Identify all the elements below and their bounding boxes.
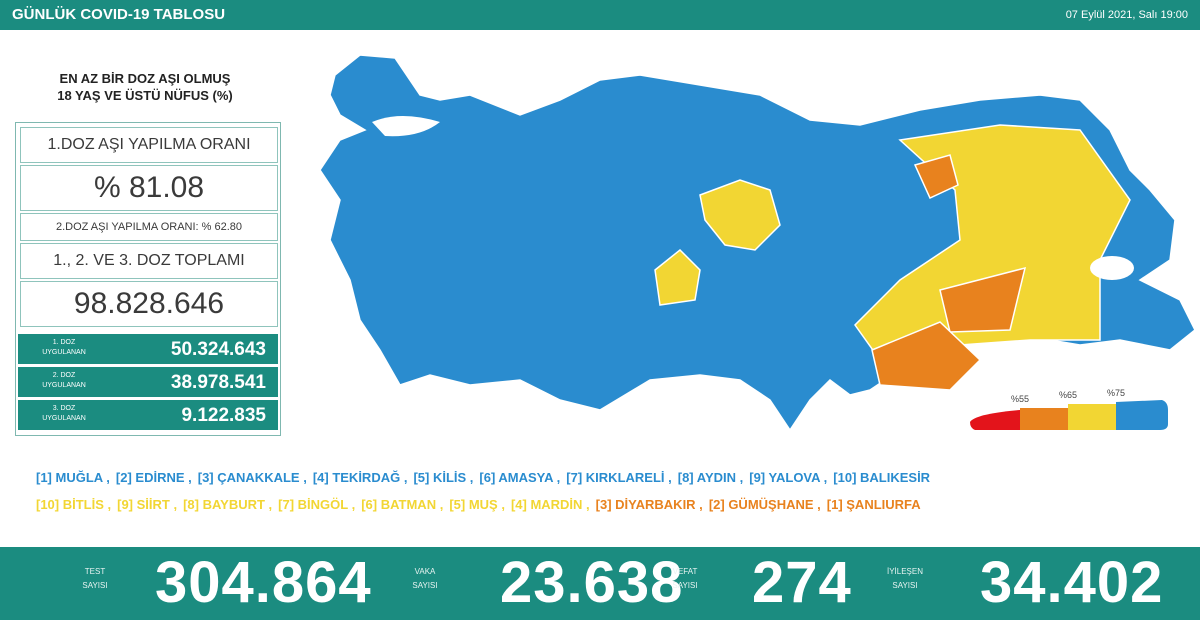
dose-label-line: UYGULANAN	[42, 349, 86, 356]
bottom-province-list: [10] BİTLİS , [9] SİİRT , [8] BAYBURT , [7]…	[36, 497, 1186, 512]
dose1-label: 1.DOZ AŞI YAPILMA ORANI	[20, 127, 278, 163]
map-region-orange	[871, 321, 982, 391]
stat-label-line: SAYISI	[82, 581, 108, 590]
stat: TEST SAYISI 304.864	[0, 547, 1200, 620]
province-lists: [1] MUĞLA , [2] EDİRNE , [3] ÇANAKKALE , [4…	[36, 470, 1186, 524]
stats-bar: TEST SAYISI 304.864 VAKA SAYISI 23.638 VEFAT SA…	[0, 547, 1200, 620]
header-date: 07 Eylül 2021, Salı 19:00	[1065, 9, 1188, 21]
legend-label: %65	[1059, 390, 1077, 400]
stat-label-line: SAYISI	[892, 581, 918, 590]
province-item: [3] ÇANAKKALE ,	[197, 470, 307, 485]
legend-label: %55	[1011, 394, 1029, 404]
stat-label-line: SAYISI	[672, 581, 698, 590]
province-item: [3] DİYARBAKIR ,	[595, 497, 703, 512]
stat: İYİLEŞEN SAYISI 34.402	[0, 547, 1200, 620]
map-region-orange	[913, 154, 959, 199]
dose-label: 3. DOZ UYGULANAN	[24, 404, 104, 424]
stat-value: 34.402	[980, 550, 1164, 615]
province-item: [8] AYDIN ,	[677, 470, 744, 485]
stat-label: VAKA SAYISI	[400, 565, 450, 593]
total-value: 98.828.646	[20, 281, 278, 327]
stat-label: VEFAT SAYISI	[660, 565, 710, 593]
province-item: [6] AMASYA ,	[479, 470, 561, 485]
province-item: [7] KIRKLARELİ ,	[566, 470, 672, 485]
legend-orange	[1020, 408, 1068, 430]
dose-label-line: UYGULANAN	[42, 415, 86, 422]
map-region-yellow	[854, 124, 1131, 361]
top-province-list: [1] MUĞLA , [2] EDİRNE , [3] ÇANAKKALE , [4…	[36, 470, 1186, 485]
stat-label: TEST SAYISI	[70, 565, 120, 593]
dose-value: 50.324.643	[170, 339, 266, 360]
province-item: [2] GÜMÜŞHANE ,	[708, 497, 821, 512]
stat-label-line: VAKA	[414, 567, 436, 576]
province-item: [9] YALOVA ,	[749, 470, 828, 485]
stat-label-line: TEST	[84, 567, 106, 576]
stat-value: 274	[752, 550, 852, 615]
legend-yellow	[1068, 404, 1116, 430]
province-item: [2] EDİRNE ,	[115, 470, 192, 485]
legend-label: %75	[1107, 388, 1125, 398]
province-item: [4] TEKİRDAĞ ,	[312, 470, 408, 485]
dose-label-line: 3. DOZ	[52, 405, 76, 412]
marmara-sea	[372, 116, 440, 137]
header-bar: GÜNLÜK COVID-19 TABLOSU 07 Eylül 2021, S…	[0, 0, 1200, 30]
map-region-orange	[939, 266, 1027, 333]
heading-line: 18 YAŞ VE ÜSTÜ NÜFUS (%)	[57, 88, 233, 103]
dose2-text: 2.DOZ AŞI YAPILMA ORANI: % 62.80	[20, 213, 278, 241]
dose-label: 1. DOZ UYGULANAN	[24, 338, 104, 358]
province-item: [10] BALIKESİR	[833, 470, 931, 485]
vaccination-map: %55 %65 %75	[319, 54, 1196, 432]
province-item: [5] MUŞ ,	[449, 497, 505, 512]
total-label: 1., 2. VE 3. DOZ TOPLAMI	[20, 243, 278, 279]
province-item: [5] KİLİS ,	[413, 470, 474, 485]
stat-value: 23.638	[500, 550, 684, 615]
province-item: [6] BATMAN ,	[361, 497, 444, 512]
province-item: [4] MARDİN ,	[510, 497, 590, 512]
dose-row: 2. DOZ UYGULANAN 38.978.541	[18, 366, 278, 397]
dose-label-line: UYGULANAN	[42, 382, 86, 389]
dose-value: 9.122.835	[181, 405, 266, 426]
heading-line: EN AZ BİR DOZ AŞI OLMUŞ	[59, 71, 231, 86]
dose-value: 38.978.541	[170, 372, 266, 393]
province-item: [8] BAYBURT ,	[183, 497, 273, 512]
vaccination-heading: EN AZ BİR DOZ AŞI OLMUŞ 18 YAŞ VE ÜSTÜ N…	[20, 70, 270, 104]
stat-label-line: İYİLEŞEN	[886, 567, 923, 576]
lake-van	[1090, 256, 1134, 280]
dose-row: 1. DOZ UYGULANAN 50.324.643	[18, 333, 278, 364]
map-region-yellow	[654, 248, 701, 306]
stat: VEFAT SAYISI 274	[0, 547, 1200, 620]
stat: VAKA SAYISI 23.638	[0, 547, 1200, 620]
map-region-yellow	[699, 179, 781, 251]
dose-label: 2. DOZ UYGULANAN	[24, 371, 104, 391]
dose-label-line: 2. DOZ	[52, 372, 76, 379]
province-item: [10] BİTLİS ,	[36, 497, 112, 512]
stat-label: İYİLEŞEN SAYISI	[880, 565, 930, 593]
province-item: [1] ŞANLIURFA	[826, 497, 921, 512]
legend-red	[970, 410, 1020, 430]
dose-label-line: 1. DOZ	[52, 339, 76, 346]
legend-blue	[1116, 400, 1168, 430]
stat-label-line: VEFAT	[672, 567, 698, 576]
province-item: [9] SİİRT ,	[117, 497, 178, 512]
vaccination-panel: 1.DOZ AŞI YAPILMA ORANI % 81.08 2.DOZ AŞ…	[15, 122, 281, 436]
stat-label-line: SAYISI	[412, 581, 438, 590]
province-item: [7] BİNGÖL ,	[278, 497, 356, 512]
province-item: [1] MUĞLA ,	[36, 470, 110, 485]
dose1-value: % 81.08	[20, 165, 278, 211]
stat-value: 304.864	[155, 550, 372, 615]
header-title: GÜNLÜK COVID-19 TABLOSU	[12, 6, 226, 23]
dose-row: 3. DOZ UYGULANAN 9.122.835	[18, 399, 278, 430]
